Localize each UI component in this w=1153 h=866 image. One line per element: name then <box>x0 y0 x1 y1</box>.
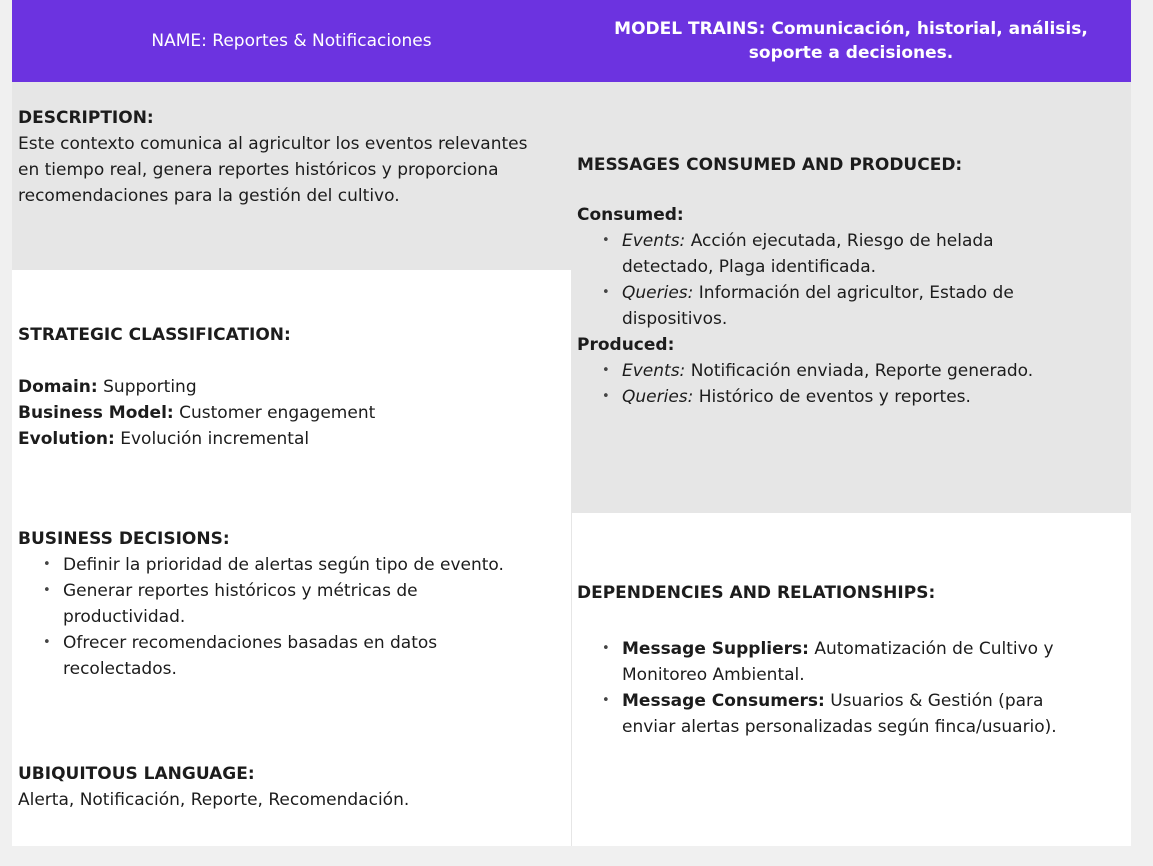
dependencies-section: DEPENDENCIES AND RELATIONSHIPS: Message … <box>571 513 1131 846</box>
list-item: Events: Acción ejecutada, Riesgo de hela… <box>577 228 1077 280</box>
dependencies-list: Message Suppliers: Automatización de Cul… <box>577 636 1097 740</box>
description-title: DESCRIPTION: <box>18 108 154 128</box>
consumed-queries-label: Queries: <box>622 283 694 303</box>
evolution-line: Evolution: Evolución incremental <box>18 426 565 452</box>
ubiquitous-text: Alerta, Notificación, Reporte, Recomenda… <box>18 790 410 810</box>
message-consumers-label: Message Consumers: <box>622 691 825 711</box>
message-consumers-text: Usuarios & Gestión (para enviar alertas … <box>622 691 1057 737</box>
evolution-value: Evolución incremental <box>114 429 310 449</box>
business-model-line: Business Model: Customer engagement <box>18 400 565 426</box>
consumed-events-label: Events: <box>622 231 686 251</box>
description-section: DESCRIPTION: Este contexto comunica al a… <box>12 82 571 270</box>
dependencies-title: DEPENDENCIES AND RELATIONSHIPS: <box>577 583 936 603</box>
list-item: Message Consumers: Usuarios & Gestión (p… <box>577 688 1097 740</box>
consumed-events-text: Acción ejecutada, Riesgo de helada detec… <box>622 231 994 277</box>
column-divider <box>571 513 572 846</box>
business-decisions-list: Definir la prioridad de alertas según ti… <box>18 552 528 682</box>
produced-events-text: Notificación enviada, Reporte generado. <box>685 361 1034 381</box>
domain-line: Domain: Supporting <box>18 374 565 400</box>
list-item: Queries: Información del agricultor, Est… <box>577 280 1077 332</box>
bounded-context-canvas: NAME: Reportes & Notificaciones MODEL TR… <box>12 0 1131 846</box>
domain-value: Supporting <box>97 377 197 397</box>
business-decisions-section: BUSINESS DECISIONS: Definir la prioridad… <box>12 513 571 725</box>
description-text: Este contexto comunica al agricultor los… <box>18 134 528 206</box>
list-item: Events: Notificación enviada, Reporte ge… <box>577 358 1117 384</box>
consumed-title: Consumed: <box>577 205 684 225</box>
message-suppliers-label: Message Suppliers: <box>622 639 809 659</box>
evolution-label: Evolution: <box>18 429 115 449</box>
business-model-value: Customer engagement <box>173 403 376 423</box>
ubiquitous-title: UBIQUITOUS LANGUAGE: <box>18 764 255 784</box>
strategic-classification-section: STRATEGIC CLASSIFICATION: Domain: Suppor… <box>12 270 571 513</box>
name-header-text: NAME: Reportes & Notificaciones <box>151 31 432 51</box>
produced-events-label: Events: <box>622 361 686 381</box>
consumed-queries-text: Información del agricultor, Estado de di… <box>622 283 1014 329</box>
model-trains-header-text: MODEL TRAINS: Comunicación, historial, a… <box>614 19 1088 63</box>
produced-queries-label: Queries: <box>622 387 694 407</box>
consumed-list: Events: Acción ejecutada, Riesgo de hela… <box>577 228 1077 332</box>
list-item: Queries: Histórico de eventos y reportes… <box>577 384 1117 410</box>
business-decisions-title: BUSINESS DECISIONS: <box>18 529 230 549</box>
messages-title: MESSAGES CONSUMED AND PRODUCED: <box>577 155 963 175</box>
strategic-title: STRATEGIC CLASSIFICATION: <box>18 325 291 345</box>
list-item: Message Suppliers: Automatización de Cul… <box>577 636 1097 688</box>
message-suppliers-text: Automatización de Cultivo y Monitoreo Am… <box>622 639 1054 685</box>
business-model-label: Business Model: <box>18 403 174 423</box>
list-item: Generar reportes históricos y métricas d… <box>18 578 528 630</box>
list-item: Definir la prioridad de alertas según ti… <box>18 552 528 578</box>
produced-list: Events: Notificación enviada, Reporte ge… <box>577 358 1117 410</box>
produced-title: Produced: <box>577 335 675 355</box>
domain-label: Domain: <box>18 377 98 397</box>
list-item: Ofrecer recomendaciones basadas en datos… <box>18 630 528 682</box>
messages-section: MESSAGES CONSUMED AND PRODUCED: Consumed… <box>571 82 1131 513</box>
model-trains-header: MODEL TRAINS: Comunicación, historial, a… <box>571 0 1131 82</box>
ubiquitous-language-section: UBIQUITOUS LANGUAGE: Alerta, Notificació… <box>12 725 571 846</box>
name-header: NAME: Reportes & Notificaciones <box>12 0 571 82</box>
produced-queries-text: Histórico de eventos y reportes. <box>693 387 971 407</box>
